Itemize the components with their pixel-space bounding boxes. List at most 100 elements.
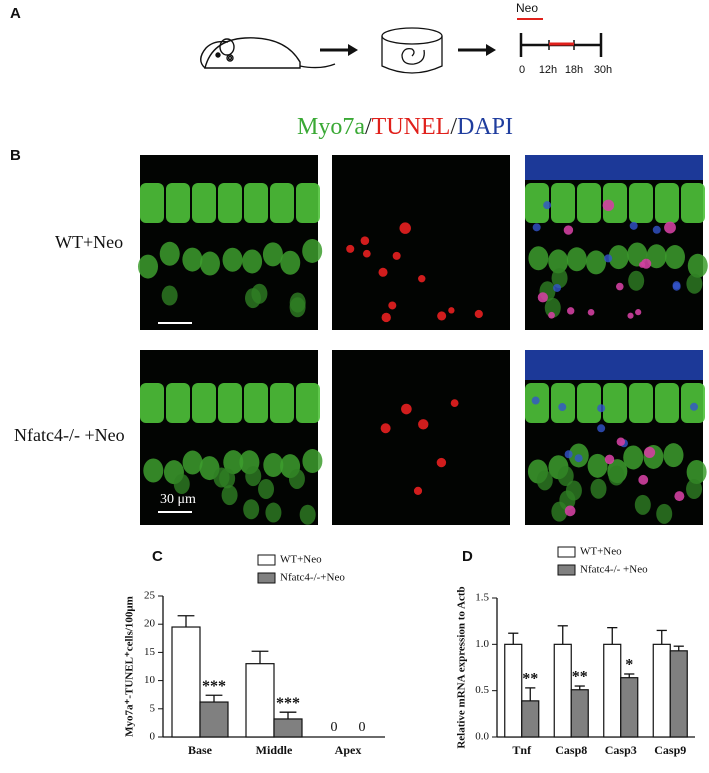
cell	[270, 183, 294, 223]
tunel-spot	[450, 399, 459, 408]
tunel-spot	[388, 301, 397, 310]
cell	[577, 383, 601, 423]
significance: ***	[276, 695, 300, 712]
significance: ***	[202, 678, 226, 695]
cell	[656, 503, 673, 524]
cell	[161, 285, 178, 306]
mouse-icon	[200, 37, 336, 69]
timeline-tick: 18h	[565, 64, 583, 76]
cell	[258, 479, 275, 500]
title-part: TUNEL	[372, 114, 451, 140]
micrograph	[332, 155, 510, 330]
legend-label: Nfatc4-/-+Neo	[280, 572, 345, 584]
tunel-spot	[604, 454, 615, 465]
tunel-spot	[537, 292, 548, 303]
title-part: DAPI	[457, 114, 513, 140]
drug-label: Neo	[516, 1, 538, 15]
bar	[273, 718, 303, 738]
y-tick-label: 20	[144, 618, 156, 630]
tunel-spot	[567, 307, 575, 315]
tunel-spot	[399, 222, 411, 234]
tunel-spot	[392, 251, 401, 260]
cell	[263, 453, 284, 478]
bar	[171, 626, 201, 738]
cell	[557, 466, 574, 487]
timeline-tick: 0	[519, 64, 525, 76]
cell	[536, 470, 553, 491]
cell	[223, 450, 244, 475]
cell	[140, 383, 164, 423]
cell	[245, 466, 262, 487]
cell	[686, 479, 703, 500]
nucleus	[629, 221, 638, 230]
tunel-spot	[644, 446, 656, 458]
nucleus	[690, 402, 699, 411]
cell	[681, 183, 705, 223]
cell	[565, 480, 582, 501]
dish-icon	[381, 27, 443, 74]
cell	[140, 183, 164, 223]
cell	[218, 383, 242, 423]
legend-label: WT+Neo	[280, 554, 322, 566]
tunel-spot	[378, 267, 388, 277]
legend-swatch	[257, 554, 276, 566]
cell	[302, 449, 323, 474]
nucleus	[597, 404, 606, 413]
significance: **	[522, 671, 538, 688]
cell	[192, 383, 216, 423]
nucleus	[604, 254, 613, 263]
tunel-spot	[548, 311, 555, 319]
row-label: WT+Neo	[55, 232, 123, 252]
cell	[603, 383, 627, 423]
tunel-spot	[615, 282, 624, 291]
legend-label: Nfatc4-/- +Neo	[580, 564, 648, 576]
nucleus	[564, 450, 573, 459]
tunel-spot	[362, 249, 371, 258]
cell	[603, 183, 627, 223]
cell	[646, 244, 667, 269]
cell	[218, 183, 242, 223]
title-part: /	[365, 114, 372, 140]
timeline-tick: 12h	[539, 64, 557, 76]
arrow-head	[486, 44, 496, 56]
cell	[608, 465, 625, 486]
tunel-spot	[360, 236, 370, 246]
nucleus	[672, 282, 681, 291]
cell	[608, 245, 629, 270]
scale-bar-label: 30 μm	[160, 492, 196, 507]
cell	[587, 453, 608, 478]
cell	[634, 494, 651, 515]
cell	[664, 245, 685, 270]
cell	[289, 292, 306, 313]
tunel-spot	[664, 221, 676, 234]
cell	[590, 478, 607, 499]
cell	[551, 268, 568, 289]
row-label: Nfatc4-/- +Neo	[14, 425, 125, 445]
micrograph	[332, 350, 510, 525]
bar	[603, 643, 622, 738]
value-label: 0	[359, 720, 366, 735]
tunel-spot	[587, 308, 595, 316]
cell	[623, 445, 644, 470]
tunel-spot	[380, 423, 391, 434]
y-tick-label: 0.5	[475, 684, 489, 696]
panel-title: Myo7a/TUNEL/DAPI	[297, 114, 513, 140]
cell	[687, 253, 708, 278]
cell	[182, 450, 203, 475]
cell	[544, 297, 561, 318]
nucleus	[531, 396, 540, 405]
cell	[629, 383, 653, 423]
cell	[245, 288, 262, 309]
y-tick-label: 10	[144, 674, 156, 686]
legend-swatch	[557, 546, 576, 558]
y-tick-label: 25	[144, 590, 156, 602]
nucleus	[543, 201, 552, 210]
tunel-spot	[448, 307, 455, 314]
tunel-spot	[674, 491, 685, 502]
tunel-spot	[401, 403, 412, 415]
y-tick-label: 5	[150, 702, 156, 714]
cell	[244, 183, 268, 223]
cell	[548, 249, 569, 274]
bar	[504, 643, 523, 738]
bar	[199, 701, 229, 738]
